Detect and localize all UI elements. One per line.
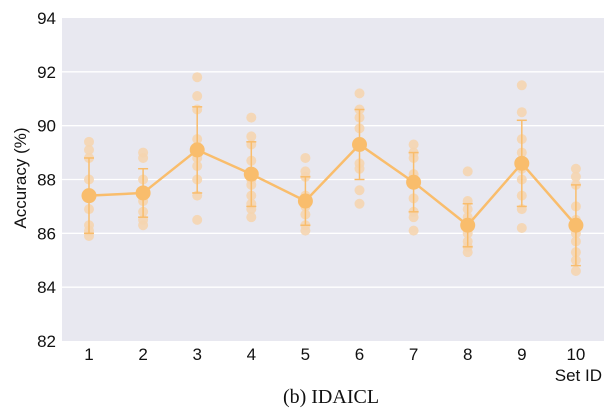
x-tick-label: 8 — [463, 345, 472, 364]
x-tick-label: 3 — [192, 345, 201, 364]
trial-point — [300, 226, 310, 236]
trial-point — [138, 153, 148, 163]
trial-point — [192, 72, 202, 82]
trial-point — [192, 91, 202, 101]
x-tick-label: 4 — [247, 345, 256, 364]
trial-point — [138, 220, 148, 230]
mean-marker — [244, 167, 259, 182]
trial-point — [463, 247, 473, 257]
x-tick-label: 2 — [138, 345, 147, 364]
y-axis-label: Accuracy (%) — [11, 127, 30, 228]
x-tick-label: 9 — [517, 345, 526, 364]
mean-marker — [82, 188, 97, 203]
y-tick-labels: 82 84 86 88 90 92 94 — [37, 9, 56, 351]
trial-point — [517, 107, 527, 117]
trial-point — [517, 80, 527, 90]
mean-marker — [190, 142, 205, 157]
y-tick-label: 82 — [37, 332, 56, 351]
trial-point — [300, 153, 310, 163]
trial-point — [192, 215, 202, 225]
mean-marker — [568, 218, 583, 233]
trial-point — [355, 88, 365, 98]
trial-point — [355, 199, 365, 209]
trial-point — [409, 212, 419, 222]
y-tick-label: 92 — [37, 63, 56, 82]
trial-point — [355, 185, 365, 195]
x-tick-label: 6 — [355, 345, 364, 364]
mean-marker — [406, 175, 421, 190]
y-tick-label: 86 — [37, 224, 56, 243]
x-tick-label: 1 — [84, 345, 93, 364]
y-tick-label: 90 — [37, 117, 56, 136]
y-tick-label: 88 — [37, 171, 56, 190]
x-axis-label: Set ID — [555, 366, 602, 385]
y-tick-label: 84 — [37, 278, 56, 297]
x-tick-label: 7 — [409, 345, 418, 364]
mean-marker — [460, 218, 475, 233]
mean-marker — [298, 194, 313, 209]
trial-point — [517, 223, 527, 233]
trial-point — [571, 266, 581, 276]
trial-point — [463, 166, 473, 176]
x-tick-labels: 1 2 3 4 5 6 7 8 9 10 — [84, 345, 585, 364]
y-tick-label: 94 — [37, 9, 56, 28]
trial-point — [246, 113, 256, 123]
mean-marker — [136, 185, 151, 200]
chart-caption: (b) IDAICL — [283, 386, 379, 408]
x-tick-label: 10 — [566, 345, 585, 364]
mean-marker — [352, 137, 367, 152]
x-tick-label: 5 — [301, 345, 310, 364]
trial-point — [409, 226, 419, 236]
mean-marker — [514, 156, 529, 171]
trial-point — [246, 212, 256, 222]
